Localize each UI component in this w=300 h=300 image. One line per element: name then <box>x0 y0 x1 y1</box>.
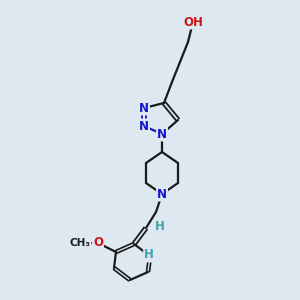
Text: OH: OH <box>183 16 203 28</box>
Text: N: N <box>139 101 149 115</box>
Text: N: N <box>157 188 167 200</box>
Text: H: H <box>155 220 165 233</box>
Text: N: N <box>139 119 149 133</box>
Text: O: O <box>93 236 103 250</box>
Text: H: H <box>144 248 154 262</box>
Text: N: N <box>157 128 167 140</box>
Text: CH₃: CH₃ <box>70 238 91 248</box>
